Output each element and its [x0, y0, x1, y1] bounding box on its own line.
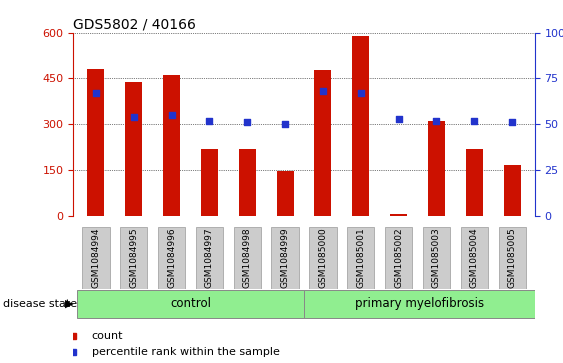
Text: disease state: disease state — [3, 299, 77, 309]
Bar — [163, 75, 180, 216]
Bar — [304, 290, 535, 318]
Bar — [158, 227, 185, 289]
Text: GSM1084995: GSM1084995 — [129, 227, 138, 288]
Bar — [87, 69, 104, 216]
Bar — [201, 150, 218, 216]
Text: primary myelofibrosis: primary myelofibrosis — [355, 297, 484, 310]
Text: GDS5802 / 40166: GDS5802 / 40166 — [73, 17, 196, 32]
Bar — [239, 150, 256, 216]
Text: control: control — [170, 297, 211, 310]
Text: GSM1085001: GSM1085001 — [356, 227, 365, 288]
Text: GSM1085004: GSM1085004 — [470, 227, 479, 288]
Bar — [347, 227, 374, 289]
Text: GSM1085005: GSM1085005 — [508, 227, 517, 288]
Point — [205, 118, 214, 123]
Bar — [390, 213, 407, 216]
Bar — [466, 150, 483, 216]
Bar — [385, 227, 412, 289]
Point — [470, 118, 479, 123]
Text: GSM1085002: GSM1085002 — [394, 227, 403, 288]
Bar — [352, 36, 369, 216]
Bar — [461, 227, 488, 289]
Text: percentile rank within the sample: percentile rank within the sample — [92, 347, 280, 357]
Point — [243, 119, 252, 125]
Point — [356, 90, 365, 96]
Bar — [498, 227, 526, 289]
Bar — [276, 171, 294, 216]
Bar — [314, 70, 332, 216]
Point — [319, 89, 328, 94]
Point — [432, 118, 441, 123]
Text: GSM1084994: GSM1084994 — [91, 228, 100, 288]
Bar — [309, 227, 337, 289]
Point — [280, 121, 289, 127]
Text: GSM1085000: GSM1085000 — [319, 227, 328, 288]
Bar — [196, 227, 223, 289]
Bar — [120, 227, 148, 289]
Text: GSM1084997: GSM1084997 — [205, 227, 214, 288]
Point — [508, 119, 517, 125]
Bar — [271, 227, 299, 289]
Text: GSM1084996: GSM1084996 — [167, 227, 176, 288]
Bar — [77, 290, 304, 318]
Bar — [125, 82, 142, 216]
Bar — [428, 121, 445, 216]
Text: GSM1084999: GSM1084999 — [280, 227, 289, 288]
Point — [167, 112, 176, 118]
Bar — [423, 227, 450, 289]
Point — [394, 116, 403, 122]
Text: GSM1085003: GSM1085003 — [432, 227, 441, 288]
Point — [91, 90, 100, 96]
Text: GSM1084998: GSM1084998 — [243, 227, 252, 288]
Text: count: count — [92, 331, 123, 341]
Text: ▶: ▶ — [65, 299, 73, 309]
Bar — [504, 165, 521, 216]
Bar — [82, 227, 110, 289]
Bar — [234, 227, 261, 289]
Point — [129, 114, 138, 120]
